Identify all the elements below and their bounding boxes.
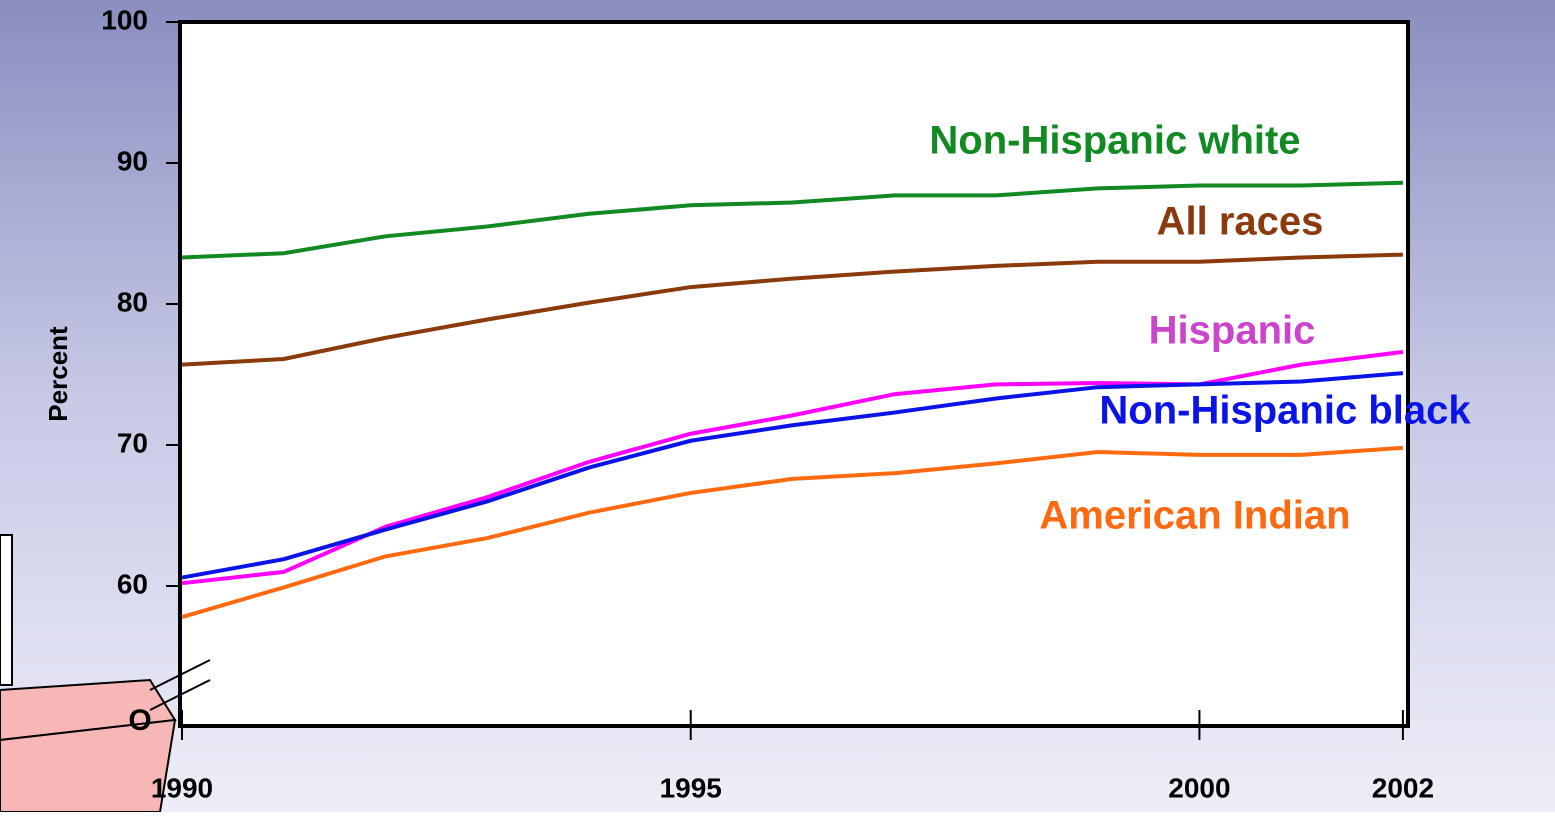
series-line — [181, 371, 1404, 580]
clip-art — [0, 534, 177, 813]
y-tick-label: 70 — [117, 427, 148, 458]
series-label: Hispanic — [1149, 309, 1316, 353]
x-tick-label: 1990 — [151, 772, 213, 803]
x-tick-label: 2002 — [1372, 772, 1434, 803]
series-label: Non-Hispanic white — [929, 119, 1300, 163]
series-label: All races — [1157, 200, 1324, 244]
y-tick-label: 60 — [117, 568, 148, 599]
axis-break — [149, 659, 211, 711]
series-line — [181, 180, 1403, 260]
series-label: Non-Hispanic black — [1099, 389, 1471, 433]
y-tick-label: 90 — [117, 145, 148, 176]
series-line — [181, 252, 1403, 367]
plot-area — [178, 20, 1410, 728]
x-tick-label: 1995 — [660, 772, 722, 803]
y-axis-label: Percent — [43, 326, 73, 422]
series-label: American Indian — [1039, 494, 1350, 538]
series-line — [181, 445, 1404, 619]
x-tick-label: 2000 — [1168, 772, 1230, 803]
axis-break-label: O — [128, 704, 151, 737]
y-tick-label: 100 — [101, 4, 148, 35]
y-tick-label: 80 — [117, 286, 148, 317]
